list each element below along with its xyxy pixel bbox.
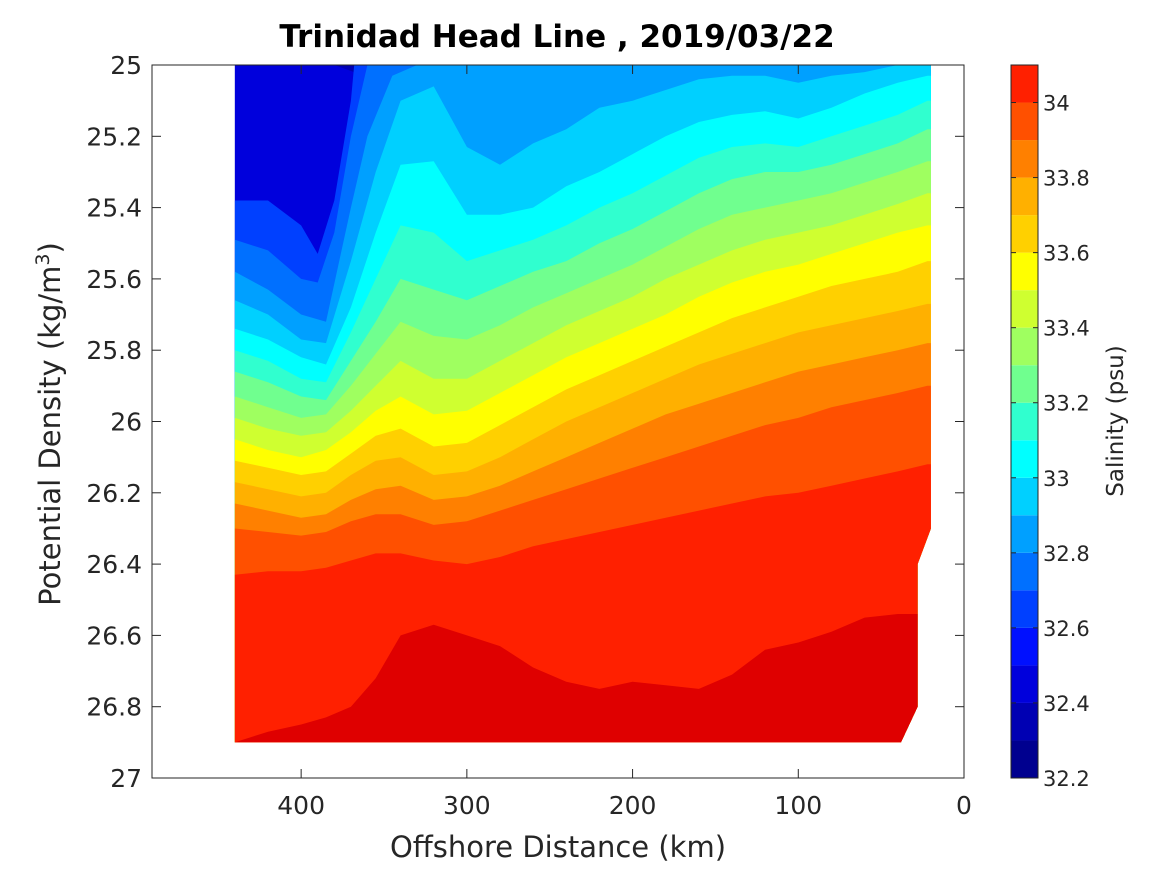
colorbar-band: [1011, 177, 1038, 216]
colorbar-band: [1011, 215, 1038, 253]
y-axis-label-superscript: 3: [32, 253, 54, 265]
x-axis-label: Offshore Distance (km): [390, 830, 726, 864]
x-tick-label: 0: [956, 791, 972, 820]
colorbar-tick-label: 33.6: [1043, 242, 1090, 266]
colorbar-band: [1011, 365, 1038, 403]
x-tick-label: 100: [774, 791, 822, 820]
colorbar-band: [1011, 665, 1038, 703]
y-tick-label: 26: [110, 408, 142, 437]
colorbar-band: [1011, 140, 1038, 178]
x-tick-label: 300: [443, 791, 491, 820]
y-tick-label: 25.8: [86, 336, 142, 365]
y-tick-label: 26.4: [86, 550, 142, 579]
colorbar-tick-label: 33.2: [1043, 392, 1090, 416]
colorbar-tick-label: 34: [1043, 92, 1070, 116]
colorbar-tick-label: 32.8: [1043, 542, 1090, 566]
y-tick-label: 27: [110, 764, 142, 793]
colorbar-frame: [1010, 64, 1039, 779]
colorbar-band: [1011, 440, 1038, 478]
colorbar-bands: [1011, 65, 1038, 778]
plot-area: 400 300 200 100 0 25 25.2 25.4 25.6 25.8 26 26.2 26…: [86, 51, 972, 820]
chart-title: Trinidad Head Line , 2019/03/22: [279, 19, 834, 55]
colorbar-band: [1011, 402, 1038, 441]
colorbar-tick-label: 32.2: [1043, 767, 1090, 791]
colorbar-label: Salinity (psu): [1103, 345, 1129, 497]
y-tick-label: 25: [110, 51, 142, 80]
colorbar-band: [1011, 290, 1038, 328]
contour-fill-layer: [234, 65, 931, 743]
colorbar-band: [1011, 627, 1038, 666]
colorbar-tick-label: 33.4: [1043, 317, 1090, 341]
contour-band-34-05: [234, 614, 931, 743]
colorbar-band: [1011, 515, 1038, 553]
x-tick-label: 400: [277, 791, 325, 820]
colorbar-ticks: 32.2 32.4 32.6 32.8 33 33.2 33.4 33.6 33.8 34: [1011, 92, 1090, 791]
colorbar-band: [1011, 740, 1038, 778]
colorbar-tick-label: 32.4: [1043, 692, 1090, 716]
colorbar-band: [1011, 102, 1038, 141]
y-tick-label: 26.2: [86, 479, 142, 508]
y-tick-label: 25.6: [86, 265, 142, 294]
colorbar-band: [1011, 477, 1038, 516]
x-axis-ticks: 400 300 200 100 0: [277, 65, 972, 820]
colorbar-band: [1011, 252, 1038, 291]
colorbar-band: [1011, 552, 1038, 591]
y-tick-label: 25.4: [86, 194, 142, 223]
colorbar-band: [1011, 65, 1038, 103]
x-tick-label: 200: [609, 791, 657, 820]
colorbar-tick-label: 33.8: [1043, 167, 1090, 191]
colorbar-band: [1011, 590, 1038, 628]
y-tick-label: 26.8: [86, 693, 142, 722]
y-axis-label: Potential Density (kg/m3): [32, 242, 67, 606]
colorbar-band: [1011, 702, 1038, 741]
colorbar-band: [1011, 327, 1038, 366]
y-axis-ticks: 25 25.2 25.4 25.6 25.8 26 26.2 26.4 26.6 26.8 27: [86, 51, 964, 793]
y-tick-label: 26.6: [86, 621, 142, 650]
y-tick-label: 25.2: [86, 122, 142, 151]
colorbar-tick-label: 33: [1043, 467, 1070, 491]
colorbar: 32.2 32.4 32.6 32.8 33 33.2 33.4 33.6 33.8 34 Sal…: [1010, 64, 1129, 791]
colorbar-tick-label: 32.6: [1043, 617, 1090, 641]
